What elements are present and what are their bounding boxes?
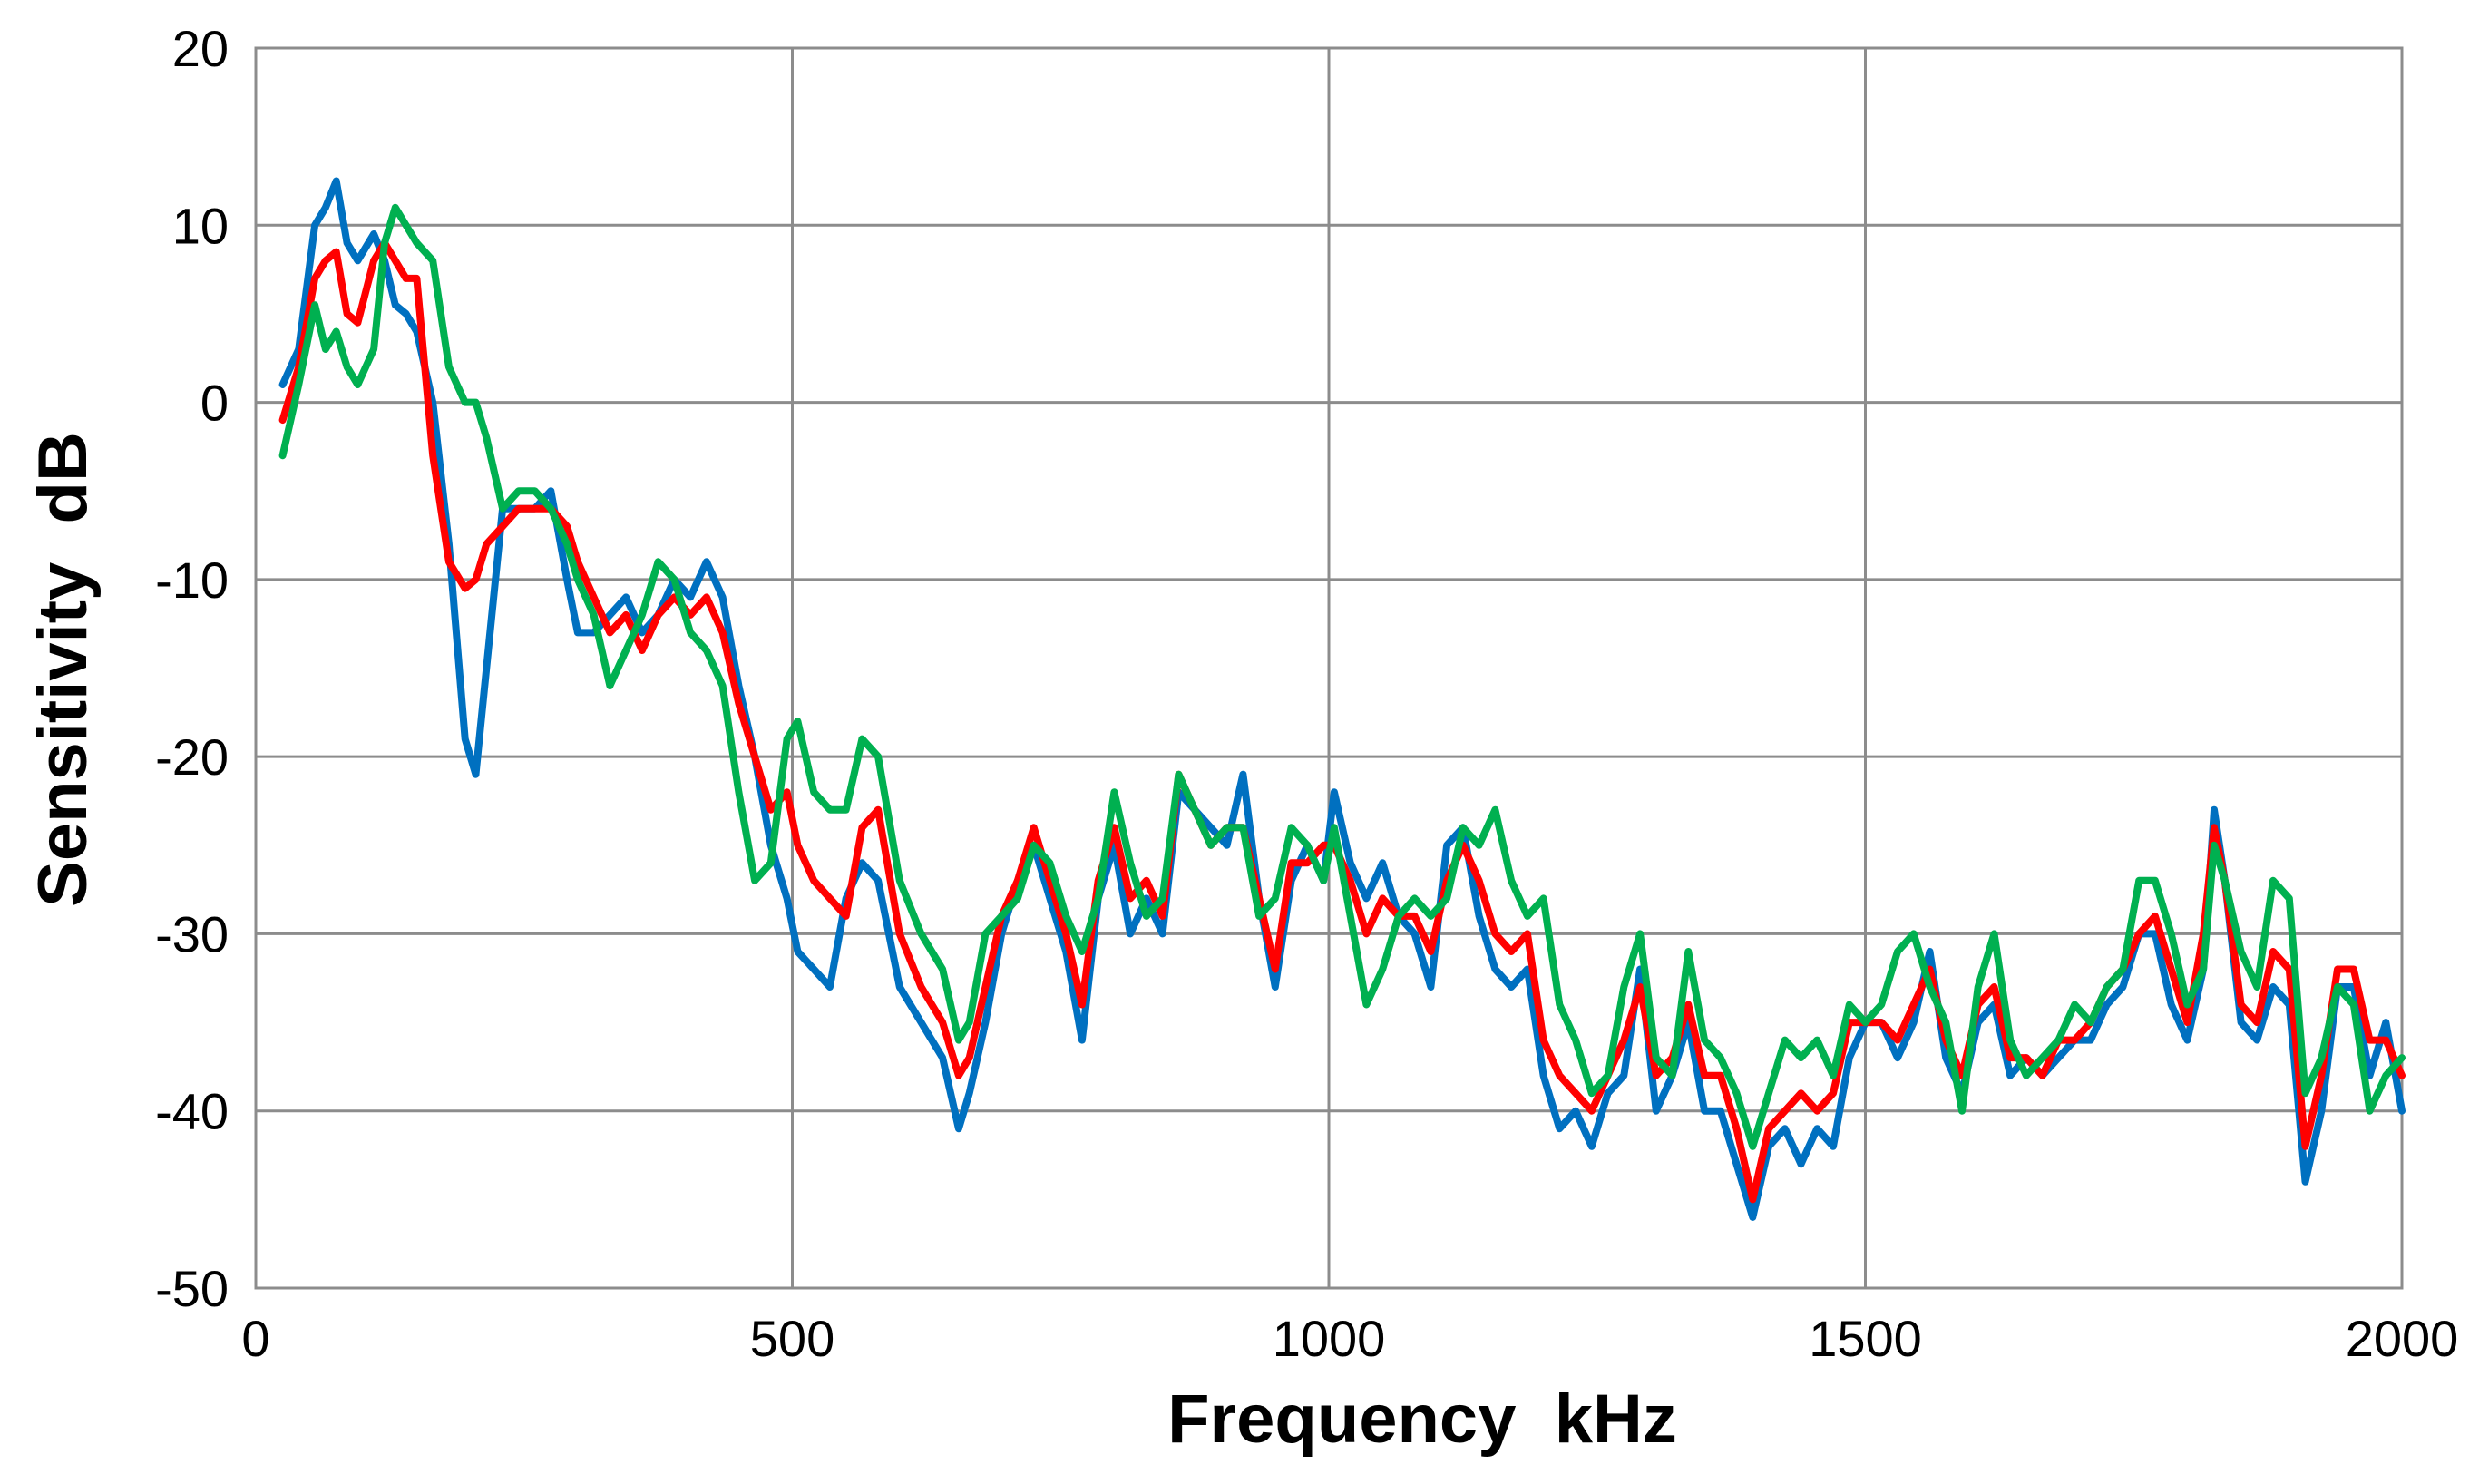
y-tick-label: 0	[200, 375, 229, 432]
y-tick-label: -50	[155, 1260, 229, 1317]
gridlines	[254, 46, 2404, 1290]
y-axis-title: Sensitivity dB	[24, 432, 102, 907]
y-tick-label: 10	[172, 197, 229, 254]
y-axis-tick-labels: 20 10 0 -10 -20 -30 -40 -50	[155, 20, 229, 1317]
series-line-blue	[278, 177, 2406, 1221]
x-tick-label: 1000	[1273, 1310, 1386, 1367]
series-line-red	[278, 239, 2406, 1204]
y-tick-label: -30	[155, 905, 229, 962]
series-line-green	[278, 203, 2406, 1150]
x-axis-title: Frequency kHz	[1167, 1381, 1677, 1458]
x-tick-label: 500	[750, 1310, 834, 1367]
y-tick-label: 20	[172, 20, 229, 77]
y-tick-label: -10	[155, 552, 229, 609]
y-tick-label: -40	[155, 1083, 229, 1140]
y-tick-label: -20	[155, 728, 229, 786]
data-series-group	[278, 177, 2406, 1221]
x-tick-label: 0	[241, 1310, 269, 1367]
x-tick-label: 2000	[2346, 1310, 2459, 1367]
x-tick-label: 1500	[1809, 1310, 1922, 1367]
plot-area-frame	[254, 46, 2404, 1290]
x-axis-tick-labels: 0 500 1000 1500 2000	[241, 1310, 2458, 1367]
